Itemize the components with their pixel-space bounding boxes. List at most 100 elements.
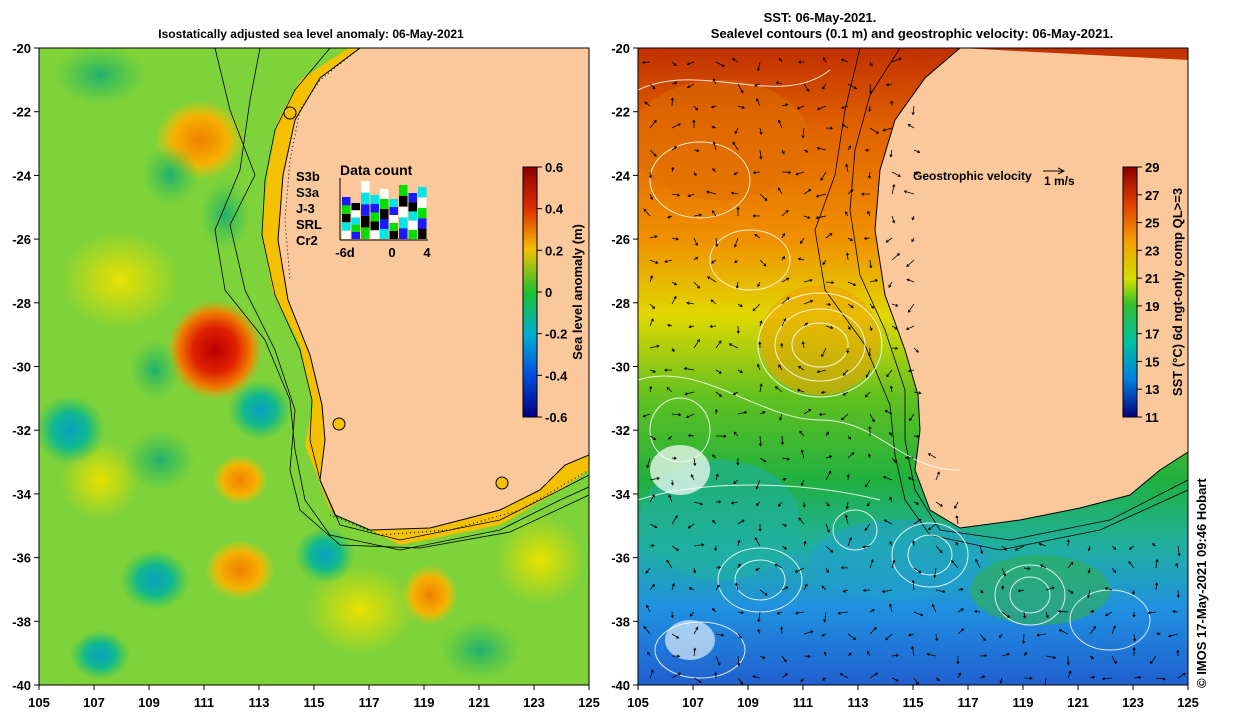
velocity-arrowhead [1132, 647, 1136, 651]
velocity-arrowhead [821, 677, 825, 681]
velocity-arrowhead [848, 652, 852, 656]
data-count-bar-segment [351, 231, 360, 239]
velocity-arrowhead [649, 275, 654, 279]
sst-isobath [814, 48, 1188, 551]
velocity-arrow [1067, 539, 1069, 547]
velocity-arrowhead [862, 545, 866, 549]
velocity-arrowhead [892, 559, 896, 563]
velocity-arrow [911, 646, 915, 657]
velocity-arrow [735, 582, 739, 591]
velocity-arrowhead [853, 86, 858, 90]
velocity-arrowhead [723, 434, 727, 438]
velocity-arrowhead [783, 523, 788, 527]
velocity-arrow [733, 431, 739, 437]
data-count-bar-segment [361, 181, 370, 193]
velocity-arrow [908, 303, 915, 313]
data-count-bar-segment [399, 206, 408, 218]
sst-lon-axis: 105 107 109 111 113 115 117 119 121 123 125 [627, 685, 1199, 710]
velocity-arrow [798, 258, 805, 261]
velocity-arrow [913, 519, 922, 525]
velocity-arrow [869, 279, 878, 283]
sealevel-contour [638, 69, 831, 91]
sla-low-eddy [55, 48, 145, 105]
velocity-arrow [693, 237, 698, 246]
velocity-arrow [869, 259, 872, 268]
colorbar-tick-label: 11 [1145, 410, 1159, 425]
lat-tick-label: -38 [611, 614, 630, 629]
velocity-arrow [1105, 611, 1113, 616]
velocity-arrow [754, 233, 761, 239]
sealevel-contour [1069, 589, 1151, 651]
velocity-arrow [737, 677, 743, 685]
velocity-arrowhead [697, 285, 701, 289]
sealevel-contour [774, 308, 866, 382]
velocity-arrowhead [1112, 625, 1116, 629]
velocity-arrowhead [643, 625, 647, 629]
velocity-arrow [934, 567, 937, 578]
velocity-arrowhead [782, 256, 785, 260]
velocity-arrowhead [783, 659, 787, 663]
data-count-bars [342, 181, 427, 239]
velocity-arrowhead [907, 124, 911, 127]
velocity-arrowhead [1038, 542, 1042, 546]
velocity-arrowhead [821, 354, 824, 358]
velocity-arrowhead [674, 282, 678, 286]
sst-lat-axis: -20 -22 -24 -26 -28 -30 -32 -34 -36 -38 -40 [611, 41, 638, 693]
velocity-arrowhead [1023, 615, 1027, 619]
velocity-arrow [737, 611, 744, 614]
velocity-arrow [889, 604, 893, 613]
velocity-arrowhead [1157, 632, 1161, 636]
sla-isobath-shallow [261, 48, 589, 541]
velocity-arrowhead [655, 260, 659, 264]
velocity-arrow [821, 347, 827, 357]
velocity-arrowhead [895, 346, 899, 350]
velocity-arrowhead [754, 233, 758, 237]
velocity-arrowhead [818, 412, 822, 417]
velocity-arrowhead [685, 415, 690, 419]
velocity-arrow [843, 589, 849, 593]
velocity-arrowhead [826, 529, 830, 533]
velocity-arrow [715, 584, 720, 591]
velocity-arrow [649, 584, 655, 591]
velocity-arrowhead [892, 184, 896, 188]
velocity-arrow [671, 633, 679, 639]
velocity-arrow [890, 149, 893, 157]
velocity-arrow [781, 457, 790, 460]
velocity-arrowhead [906, 264, 910, 268]
velocity-arrowhead [815, 216, 819, 220]
velocity-arrowhead [651, 583, 655, 588]
velocity-arrowhead [822, 261, 826, 266]
velocity-arrow [825, 233, 833, 239]
data-count-bar-segment [399, 217, 408, 229]
velocity-arrow [1111, 545, 1117, 550]
velocity-arrow [891, 303, 898, 307]
velocity-arrow [979, 633, 986, 641]
velocity-arrow [869, 609, 875, 613]
lat-tick-label: -38 [12, 614, 31, 629]
colorbar-tick-label: 13 [1145, 382, 1159, 397]
velocity-arrowhead [694, 242, 698, 246]
velocity-arrowhead [675, 547, 680, 551]
data-count-bar-segment [408, 202, 417, 212]
velocity-arrow [737, 105, 745, 109]
velocity-arrow [886, 237, 893, 243]
velocity-arrow [865, 391, 871, 398]
velocity-arrowhead [755, 567, 759, 571]
velocity-arrowhead [778, 364, 782, 368]
velocity-arrow [706, 191, 717, 195]
velocity-arrowhead [851, 452, 855, 456]
velocity-arrowhead [673, 456, 677, 460]
velocity-arrowhead [774, 563, 778, 567]
velocity-arrowhead [651, 305, 656, 309]
velocity-arrowhead [933, 574, 937, 579]
velocity-arrowhead [882, 128, 886, 132]
velocity-arrowhead [734, 130, 738, 135]
velocity-arrow [913, 391, 921, 394]
velocity-arrowhead [1036, 633, 1040, 637]
velocity-arrow [757, 364, 761, 371]
velocity-arrowhead [1070, 561, 1074, 565]
velocity-arrowhead [898, 57, 902, 61]
velocity-arrowhead [911, 239, 915, 243]
velocity-arrowhead [737, 662, 741, 667]
